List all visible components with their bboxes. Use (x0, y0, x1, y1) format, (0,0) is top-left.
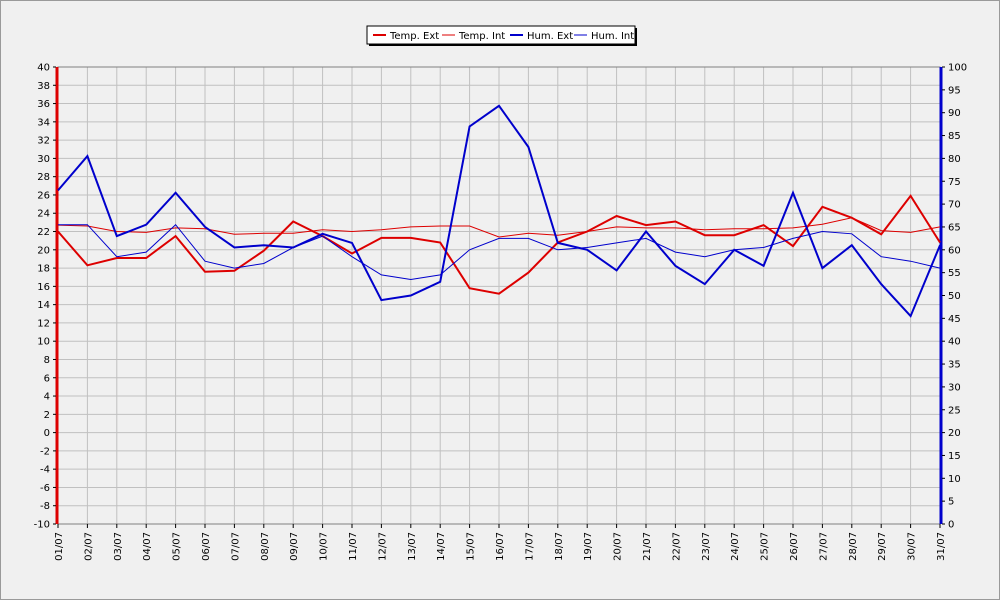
left-axis-tick-label: 24 (37, 209, 50, 220)
left-axis-tick-label: -8 (40, 501, 50, 512)
x-axis-tick-label: 09/07 (289, 532, 300, 561)
x-axis-tick-label: 06/07 (201, 532, 212, 561)
x-axis-tick-label: 25/07 (760, 532, 771, 561)
left-axis-tick-label: -2 (40, 446, 50, 457)
legend-box (366, 25, 636, 45)
right-axis-tick-label: 40 (948, 337, 961, 348)
left-axis-tick-label: 40 (37, 63, 50, 74)
legend: Temp. Ext Temp. Int Hum. Ext Hum. Int (366, 25, 637, 46)
x-axis-tick-label: 14/07 (436, 532, 447, 561)
left-axis-tick-label: 26 (37, 190, 50, 201)
x-axis-tick-label: 29/07 (877, 532, 888, 561)
x-axis-tick-label: 27/07 (818, 532, 829, 561)
right-axis-tick-label: 5 (948, 497, 954, 508)
axes: -10-8-6-4-202468101214161820222426283032… (34, 63, 967, 561)
right-axis-tick-label: 45 (948, 314, 961, 325)
left-axis-tick-label: 28 (37, 172, 50, 183)
series-layer (57, 104, 941, 318)
x-axis-tick-label: 15/07 (466, 532, 477, 561)
right-axis-tick-label: 95 (948, 85, 961, 96)
right-axis-tick-label: 100 (948, 63, 967, 74)
left-axis-tick-label: 36 (37, 99, 50, 110)
x-axis-tick-label: 05/07 (172, 532, 183, 561)
right-axis-tick-label: 85 (948, 131, 961, 142)
left-axis-tick-label: 34 (37, 117, 50, 128)
right-axis-tick-label: 65 (948, 222, 961, 233)
right-axis-tick-label: 10 (948, 474, 961, 485)
legend-label: Hum. Ext (527, 31, 573, 42)
left-axis-tick-label: -10 (34, 520, 50, 531)
left-axis-tick-label: -6 (40, 483, 50, 494)
series-line-hum-int (58, 223, 941, 281)
left-axis-tick-label: 38 (37, 81, 50, 92)
left-axis-tick-label: 10 (37, 337, 50, 348)
right-axis-tick-label: 80 (948, 154, 961, 165)
x-axis-tick-label: 18/07 (554, 532, 565, 561)
left-axis-tick-label: 20 (37, 245, 50, 256)
x-axis-tick-label: 17/07 (524, 532, 535, 561)
x-axis-tick-label: 30/07 (907, 532, 918, 561)
series-line-hum-ext (57, 104, 941, 318)
right-axis-tick-label: 30 (948, 382, 961, 393)
x-axis-tick-label: 19/07 (583, 532, 594, 561)
left-axis-tick-label: 22 (37, 227, 50, 238)
x-axis-tick-label: 22/07 (671, 532, 682, 561)
left-axis-tick-label: 4 (44, 392, 50, 403)
left-axis-tick-label: 0 (44, 428, 50, 439)
x-axis-tick-label: 08/07 (260, 532, 271, 561)
x-axis-tick-label: 04/07 (142, 532, 153, 561)
right-axis-tick-label: 70 (948, 200, 961, 211)
right-axis-tick-label: 90 (948, 108, 961, 119)
x-axis-tick-label: 10/07 (319, 532, 330, 561)
x-axis-tick-label: 24/07 (730, 532, 741, 561)
legend-label: Temp. Ext (389, 31, 439, 42)
left-axis-tick-label: 30 (37, 154, 50, 165)
x-axis-tick-label: 07/07 (230, 532, 241, 561)
left-axis-tick-label: 8 (44, 355, 50, 366)
x-axis-tick-label: 12/07 (377, 532, 388, 561)
right-axis-tick-label: 0 (948, 520, 954, 531)
right-axis-tick-label: 50 (948, 291, 961, 302)
x-axis-tick-label: 11/07 (348, 532, 359, 561)
x-axis-tick-label: 28/07 (848, 532, 859, 561)
right-axis-tick-label: 60 (948, 245, 961, 256)
grid (57, 66, 941, 525)
right-axis-tick-label: 75 (948, 177, 961, 188)
left-axis-tick-label: 6 (44, 373, 50, 384)
series-line-temp-int (57, 217, 941, 238)
x-axis-tick-label: 02/07 (83, 532, 94, 561)
x-axis-tick-label: 21/07 (642, 532, 653, 561)
left-axis-tick-label: 18 (37, 264, 50, 275)
left-axis-tick-label: 12 (37, 318, 50, 329)
left-axis-tick-label: 2 (44, 410, 50, 421)
x-axis-tick-label: 16/07 (495, 532, 506, 561)
right-axis-tick-label: 55 (948, 268, 961, 279)
x-axis-tick-label: 20/07 (613, 532, 624, 561)
right-axis-tick-label: 25 (948, 405, 961, 416)
left-axis-tick-label: 32 (37, 136, 50, 147)
x-axis-tick-label: 31/07 (936, 532, 947, 561)
x-axis-tick-label: 03/07 (113, 532, 124, 561)
x-axis-tick-label: 26/07 (789, 532, 800, 561)
x-axis-tick-label: 13/07 (407, 532, 418, 561)
right-axis-tick-label: 20 (948, 428, 961, 439)
legend-label: Hum. Int (591, 31, 634, 42)
legend-label: Temp. Int (458, 31, 505, 42)
left-axis-tick-label: 14 (37, 300, 50, 311)
right-axis-tick-label: 35 (948, 360, 961, 371)
series-line-temp-ext (57, 194, 941, 295)
x-axis-tick-label: 01/07 (54, 532, 65, 561)
left-axis-tick-label: -4 (40, 465, 50, 476)
x-axis-tick-label: 23/07 (701, 532, 712, 561)
right-axis-tick-label: 15 (948, 451, 961, 462)
left-axis-tick-label: 16 (37, 282, 50, 293)
